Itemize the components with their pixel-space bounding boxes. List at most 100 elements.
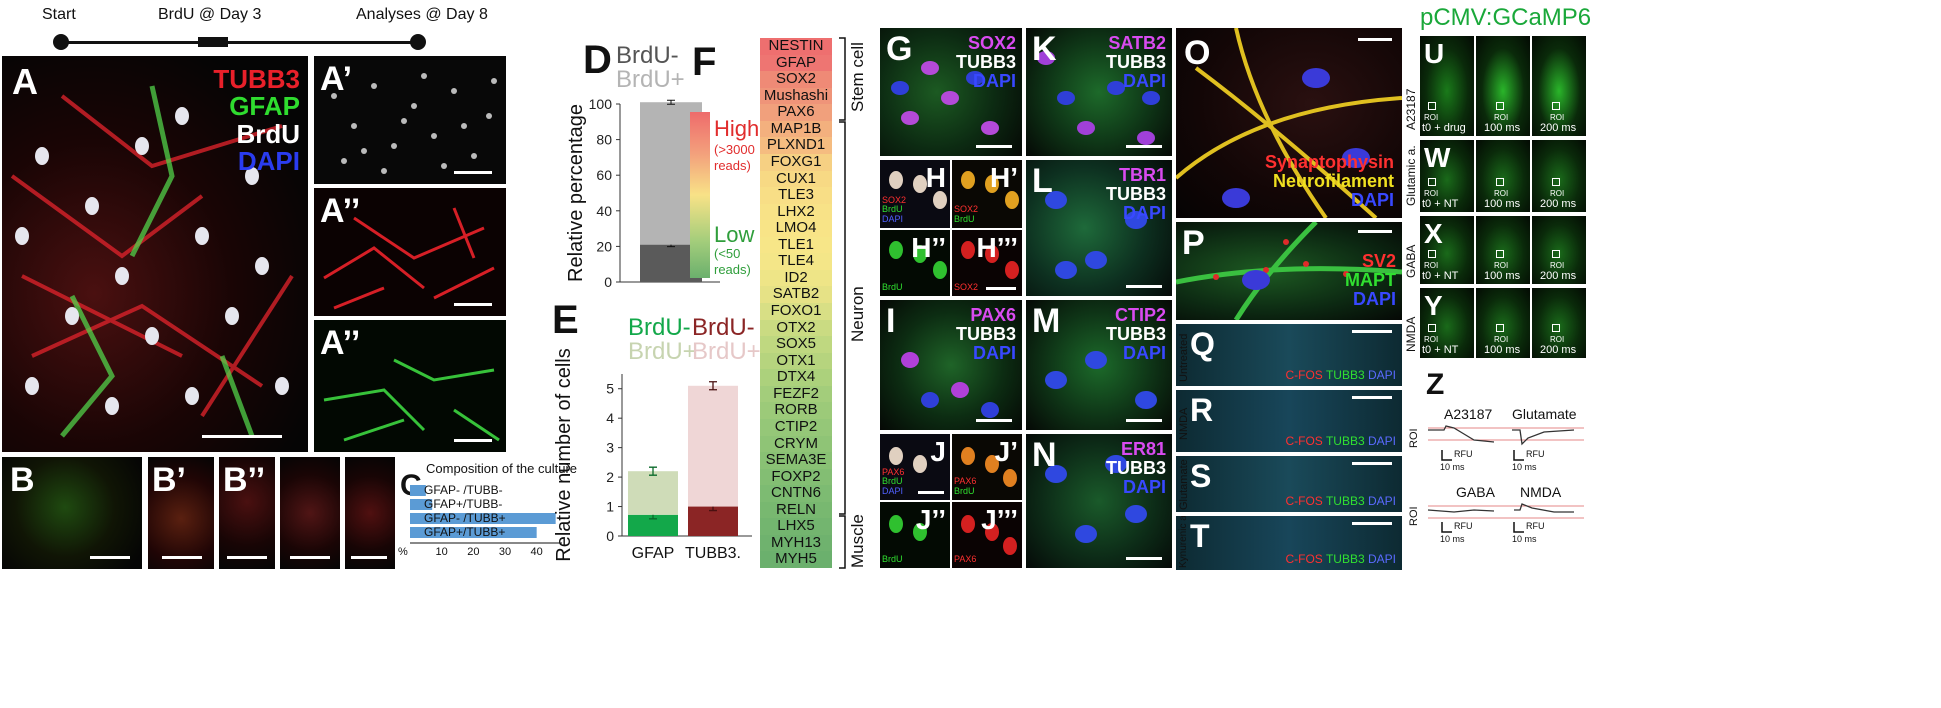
gcamp-time-3-2: 200 ms [1540, 344, 1577, 356]
gene-cell-sema3e: SEMA3E [760, 451, 832, 469]
gcamp-roi-box-2-1 [1496, 250, 1504, 258]
panel-t-image: Kynurenic a. Glutamate T C-FOS TUBB3 DAP… [1176, 516, 1402, 570]
gcamp-roi-box-0-1 [1496, 102, 1504, 110]
gene-cell-crym: CRYM [760, 435, 832, 453]
panel-a-channel-gfap: GFAP [229, 91, 300, 122]
panel-a-image: A TUBB3 GFAP BrdU DAPI [2, 56, 308, 452]
panel-h1-nuclei [961, 171, 1019, 209]
panel-a3-scale-bar [454, 439, 492, 442]
gcamp-frame-2-2: 200 ms ROI [1532, 216, 1586, 284]
bracket-neuron [839, 121, 846, 515]
panel-f-brackets [839, 37, 846, 569]
panel-f-label: F [692, 40, 717, 84]
panel-q-image: Untreated Q C-FOS TUBB3 DAPI [1176, 324, 1402, 386]
e-errorbar-0-1 [649, 466, 657, 476]
gene-cell-pax6: PAX6 [760, 104, 832, 121]
panel-z-trace2-title: Glutamate [1512, 406, 1577, 422]
panel-g-ch3: DAPI [972, 70, 1016, 91]
panel-i-ch2: TUBB3 [955, 323, 1016, 344]
gene-cell-satb2: SATB2 [760, 286, 832, 303]
gene-cell-sox5: SOX5 [760, 336, 832, 353]
panel-z-traces [1427, 425, 1584, 533]
panel-r-tubb3: TUBB3 [1325, 434, 1365, 448]
panel-n-image: N ER81 TUBB3 DAPI [1026, 434, 1172, 568]
panel-s-tubb3: TUBB3 [1325, 494, 1365, 508]
panel-o-scale-bar [1358, 38, 1392, 41]
c-xtick-3: 40 [531, 546, 543, 558]
panel-k-nuclei [1037, 51, 1160, 145]
panel-z-trace4-title: NMDA [1520, 484, 1562, 500]
panel-h1-label: H’ [990, 162, 1018, 193]
timeline: Start BrdU @ Day 3 Analyses @ Day 8 [0, 0, 520, 52]
panel-m-ch2: TUBB3 [1105, 323, 1166, 344]
panel-s-channels: C-FOS TUBB3 DAPI [1285, 494, 1396, 508]
panel-s-scale-bar [1352, 462, 1392, 465]
gene-cell-tle4: TLE4 [760, 253, 832, 270]
panel-a-channel-dapi: DAPI [237, 145, 300, 176]
panel-a2-label: A’’ [320, 192, 361, 230]
d-ytick-4: 80 [596, 132, 612, 148]
gcamp-time-3-1: 100 ms [1484, 344, 1521, 356]
panel-d-legend-brdu-pos: BrdU+ [616, 66, 685, 93]
panel-h-ch2: BrdU [882, 204, 903, 215]
gcamp-time-1-1: 100 ms [1484, 198, 1521, 210]
gcamp-roi-0-2: ROI [1550, 113, 1565, 122]
panel-a3-image: A’’ [314, 320, 506, 452]
timeline-start-dot [53, 34, 69, 50]
panel-d-legend-brdu-neg: BrdU- [616, 42, 679, 69]
panel-n-ch3: DAPI [1122, 476, 1166, 497]
panel-gcamp-title: pCMV:GCaMP6 [1420, 4, 1592, 31]
gene-cell-ctip2: CTIP2 [760, 418, 832, 436]
panel-l-scale-bar [1126, 285, 1162, 288]
gcamp-roi-box-1-2 [1552, 178, 1560, 186]
panel-j-image: J PAX6 BrdU DAPI [880, 434, 950, 500]
gene-cell-plxnd1: PLXND1 [760, 137, 832, 154]
panel-k-ch3: DAPI [1122, 70, 1166, 91]
panel-n-ch2: TUBB3 [1105, 457, 1166, 478]
panel-j-ch1: PAX6 [882, 466, 905, 477]
panel-p-scale-bar [1358, 230, 1392, 233]
gene-cell-otx1: OTX1 [760, 352, 832, 370]
gcamp-row-label-2: X [1424, 218, 1443, 249]
gene-cell-reln: RELN [760, 501, 832, 519]
panel-o-ch3: DAPI [1350, 190, 1394, 211]
panel-e: E BrdU- BrdU+ BrdU- BrdU+ 0 1 2 3 4 5 GFAP TUBB… [540, 300, 761, 570]
c-bar-label-2: GFAP- /TUBB+ [424, 511, 506, 525]
e-ylabel: Relative number of cells [553, 348, 575, 561]
c-bar-label-3: GFAP+/TUBB+ [424, 525, 505, 539]
z-trace-nmda [1514, 503, 1574, 513]
panel-h-label: H [925, 162, 946, 193]
panel-b1-label: B’ [152, 461, 186, 499]
panel-t-dapi: DAPI [1367, 552, 1396, 566]
panel-f: F High (>3000 reads) Low (<50 reads) NES… [676, 30, 878, 570]
e-ytick-3: 3 [606, 440, 614, 456]
gcamp-roi-0-1: ROI [1494, 113, 1509, 122]
panel-r-side: NMDA [1178, 407, 1190, 440]
gcamp-roi-2-2: ROI [1550, 261, 1565, 270]
z-scale-glutamate [1513, 450, 1524, 461]
bracket-stem-cell [839, 37, 846, 121]
gcamp-roi-1-2: ROI [1550, 189, 1565, 198]
panel-i-image: I PAX6 TUBB3 DAPI [880, 300, 1022, 430]
gcamp-roi-3-0: ROI [1424, 335, 1439, 344]
panel-h2-label: H’’ [911, 232, 946, 263]
panel-h1-ch1: SOX2 [954, 204, 979, 215]
panel-h3-channel: SOX2 [954, 282, 979, 292]
panel-p-ch2: MAPT [1345, 269, 1396, 290]
gcamp-time-0-1: 100 ms [1484, 122, 1521, 134]
e-bar-0-1 [628, 471, 678, 515]
panel-a-channel-brdu: BrdU [236, 118, 300, 149]
e-ytick-1: 1 [606, 499, 614, 515]
panel-o-neurites [1176, 28, 1402, 218]
panel-t-channels: C-FOS TUBB3 DAPI [1285, 552, 1396, 566]
panel-b2-label: B’’ [223, 461, 266, 499]
z-rfu-2: RFU [1526, 449, 1545, 459]
c-bar-label-1: GFAP+/TUBB- [424, 497, 502, 511]
panel-j-scale-bar [918, 491, 944, 494]
panel-j-label: J [930, 436, 946, 467]
panel-m-image: M CTIP2 TUBB3 DAPI [1026, 300, 1172, 430]
panel-j2-image: J’’ BrdU [880, 502, 950, 568]
gcamp-time-1-2: 200 ms [1540, 198, 1577, 210]
